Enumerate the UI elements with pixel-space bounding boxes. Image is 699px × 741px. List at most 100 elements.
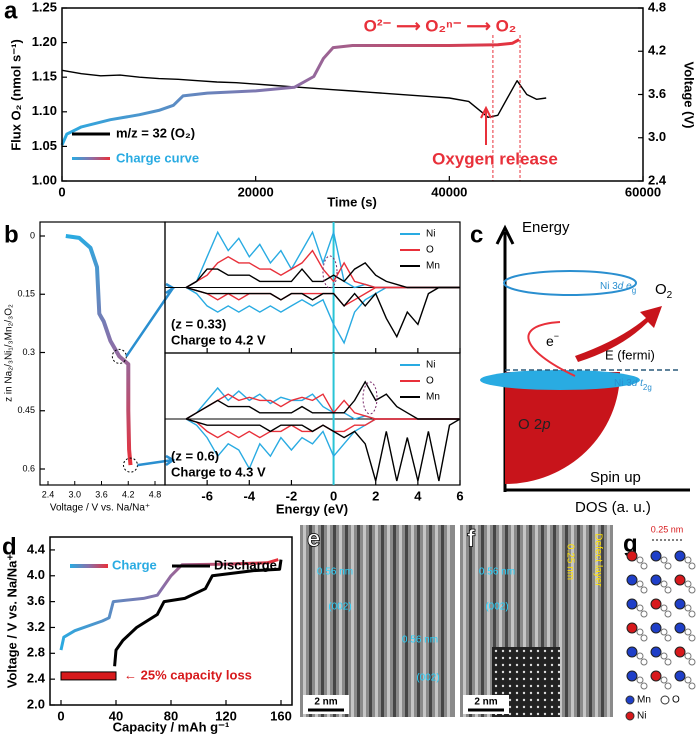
atom-dot xyxy=(536,684,540,688)
image-label: (002) xyxy=(328,602,351,613)
scale-label: 2 nm xyxy=(474,697,497,708)
atom xyxy=(664,658,672,666)
lattice-fringe xyxy=(387,525,390,717)
atom-dot xyxy=(557,677,561,681)
atom-dot xyxy=(536,698,540,702)
atom xyxy=(674,550,686,562)
y-tick-label: 0.45 xyxy=(17,405,35,415)
legend-label: O xyxy=(426,376,434,387)
x-tick-label: 4.2 xyxy=(122,489,135,499)
legend-label: O xyxy=(672,695,680,706)
highlight xyxy=(362,381,378,415)
atom xyxy=(636,604,644,612)
data-line xyxy=(113,559,283,667)
atom-dot xyxy=(508,698,512,702)
annotation: (z = 0.33) xyxy=(171,316,226,331)
x-tick-label: 120 xyxy=(215,708,237,723)
arrow xyxy=(480,105,492,145)
atom-dot xyxy=(515,691,519,695)
atom xyxy=(640,658,648,666)
atom-dot xyxy=(508,705,512,709)
y-tick-label: 3.0 xyxy=(648,129,666,144)
panel-label: e xyxy=(307,525,320,552)
atom-dot xyxy=(508,712,512,716)
atom-dot xyxy=(522,649,526,653)
y-tick-label: 4.0 xyxy=(27,567,45,582)
o2p-band xyxy=(505,372,620,484)
atom xyxy=(674,598,686,610)
atom-dot xyxy=(543,691,547,695)
atom xyxy=(660,628,668,636)
atom-dot xyxy=(543,649,547,653)
x-axis-title: Energy (eV) xyxy=(276,501,348,516)
atom-dot xyxy=(536,656,540,660)
atom-dot xyxy=(494,656,498,660)
atom-dot xyxy=(529,677,533,681)
dos-line xyxy=(185,418,461,482)
atom-dot xyxy=(536,705,540,709)
frame xyxy=(49,536,293,706)
atom-dot xyxy=(550,684,554,688)
atom-dot xyxy=(536,663,540,667)
diagram-label: Ni 3d t2g xyxy=(614,378,652,392)
atom-dot xyxy=(494,663,498,667)
atom-dot xyxy=(522,698,526,702)
lattice-fringe xyxy=(393,525,396,717)
atom-dot xyxy=(529,649,533,653)
lattice-fringe xyxy=(511,525,514,717)
panel-label: f xyxy=(467,525,476,552)
atom xyxy=(674,670,686,682)
y-tick-label: 3.6 xyxy=(27,593,45,608)
atom-dot xyxy=(494,670,498,674)
data-line xyxy=(60,38,520,146)
label-part: Ni 3 xyxy=(600,281,618,292)
label-part: t xyxy=(637,378,644,389)
dos-line xyxy=(185,286,460,339)
annotation: Charge to 4.3 V xyxy=(171,464,266,479)
y-tick-label: 1.20 xyxy=(32,34,57,49)
atom-dot xyxy=(550,663,554,667)
image-label: 0.25 nm xyxy=(651,524,684,534)
lattice-fringe xyxy=(375,525,378,717)
atom-dot xyxy=(494,691,498,695)
atom-dot xyxy=(522,684,526,688)
lattice-fringe xyxy=(351,525,354,717)
lattice-fringe xyxy=(523,525,526,717)
atom-dot xyxy=(515,712,519,716)
panel-label: c xyxy=(470,221,483,248)
legend-swatch xyxy=(72,157,110,160)
atom xyxy=(636,556,644,564)
atom-dot xyxy=(529,691,533,695)
lattice-fringe xyxy=(601,525,604,717)
atom-dot xyxy=(515,663,519,667)
atom-dot xyxy=(501,691,505,695)
frame xyxy=(61,7,644,182)
dos-line xyxy=(185,262,460,289)
y-tick-label: 1.00 xyxy=(32,172,57,187)
annotation: Oxygen release xyxy=(432,149,558,168)
atom-dot xyxy=(543,698,547,702)
lattice-fringe xyxy=(369,525,372,717)
x-tick-label: 3.6 xyxy=(95,489,108,499)
x-tick-label: 40 xyxy=(109,708,123,723)
atom-dot xyxy=(529,684,533,688)
x-tick-label: 2.4 xyxy=(42,489,55,499)
panel-label: a xyxy=(4,0,18,24)
lattice-fringe xyxy=(309,525,312,717)
legend-swatch xyxy=(70,564,108,568)
lattice-fringe xyxy=(405,525,408,717)
y-tick-label: 1.10 xyxy=(32,103,57,118)
y-axis-title: z in Na₂/₃Ni₁/₃Mn₂/₃O₂ xyxy=(4,304,15,402)
y-axis-title: Voltage / V vs. Na/Na⁺ xyxy=(4,554,19,689)
x-tick-label: 60000 xyxy=(625,184,661,199)
y-tick-label: 4.8 xyxy=(648,0,666,14)
atom xyxy=(626,670,638,682)
atom xyxy=(674,622,686,634)
atom xyxy=(688,586,696,594)
legend-label: Ni xyxy=(637,711,646,722)
atom-dot xyxy=(557,698,561,702)
atom-dot xyxy=(536,677,540,681)
atom-dot xyxy=(508,691,512,695)
atom-dot xyxy=(550,712,554,716)
t2g-band xyxy=(480,370,640,390)
